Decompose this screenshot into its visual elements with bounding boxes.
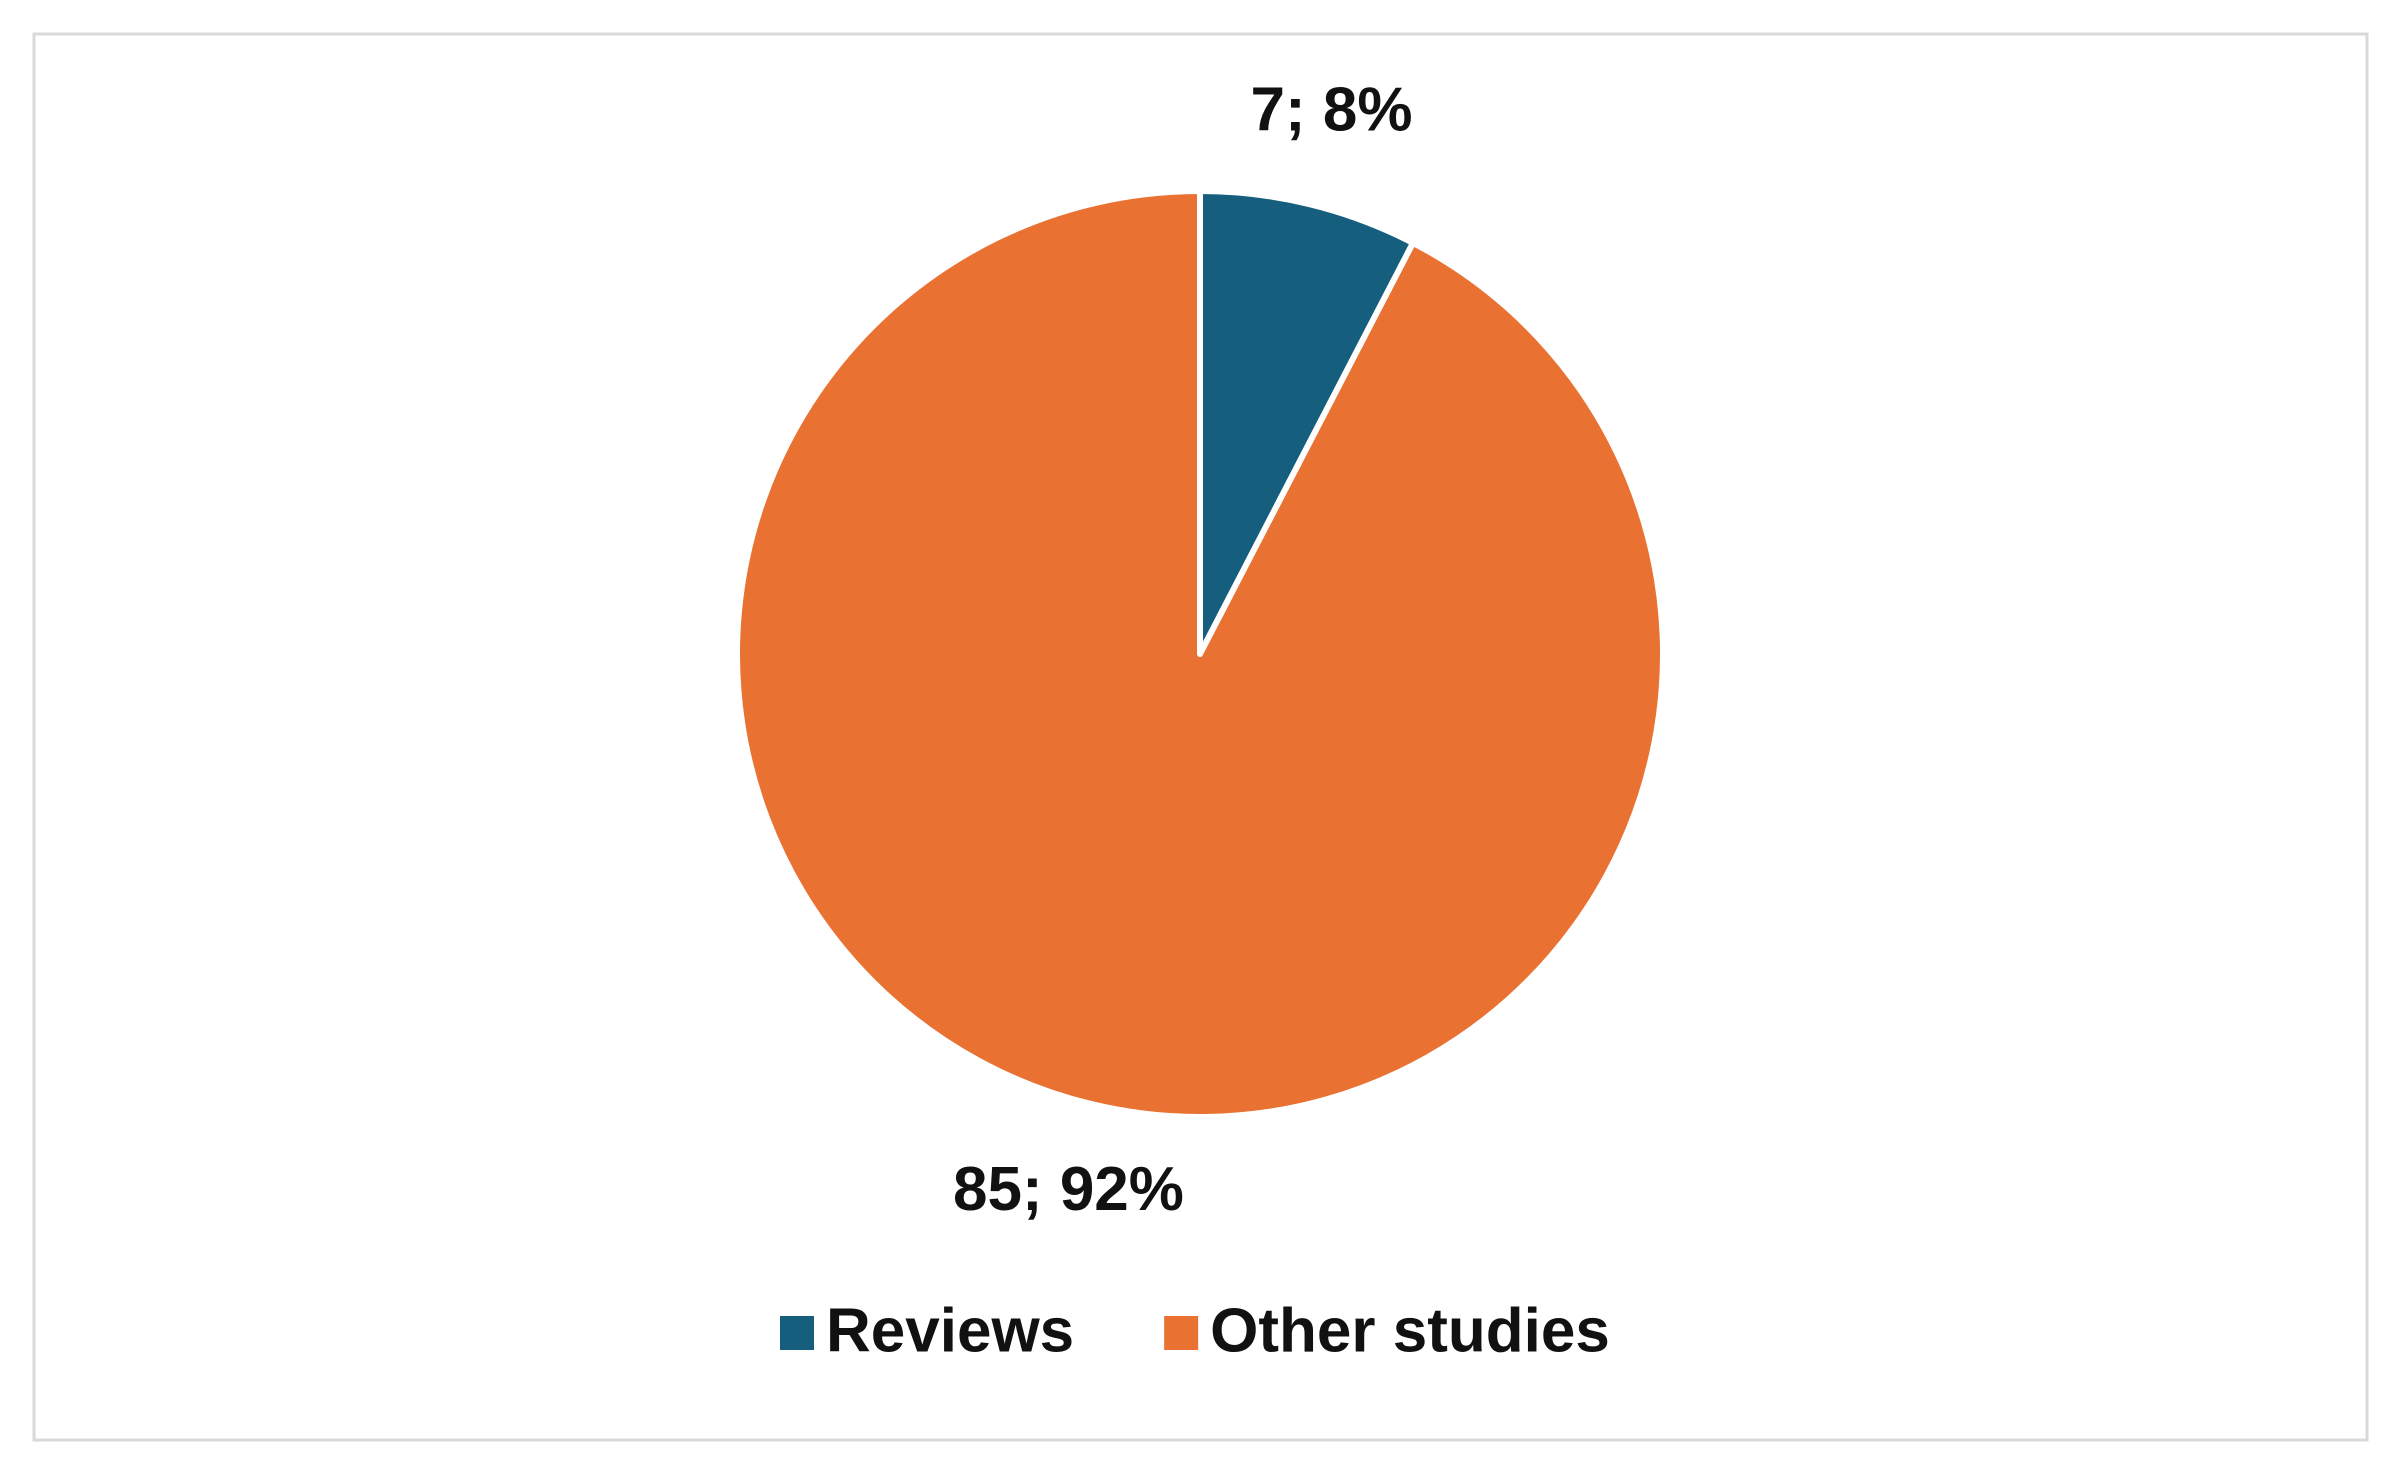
legend-swatch (1164, 1316, 1199, 1350)
legend-label: Reviews (826, 1296, 1074, 1365)
pie-slice (1197, 188, 1417, 657)
legend-label: Other studies (1210, 1296, 1610, 1365)
pie-slice (734, 188, 1666, 1120)
data-label: 7; 8% (1251, 76, 1413, 145)
legend-swatch (780, 1316, 814, 1350)
data-label: 85; 92% (953, 1155, 1184, 1224)
